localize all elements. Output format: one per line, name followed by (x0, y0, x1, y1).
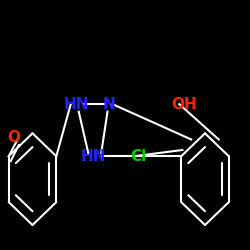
Text: HN: HN (81, 149, 106, 164)
Text: OH: OH (171, 97, 196, 112)
Text: Cl: Cl (130, 149, 147, 164)
Text: O: O (7, 130, 20, 145)
Text: HN: HN (64, 97, 89, 112)
Text: N: N (102, 97, 115, 112)
